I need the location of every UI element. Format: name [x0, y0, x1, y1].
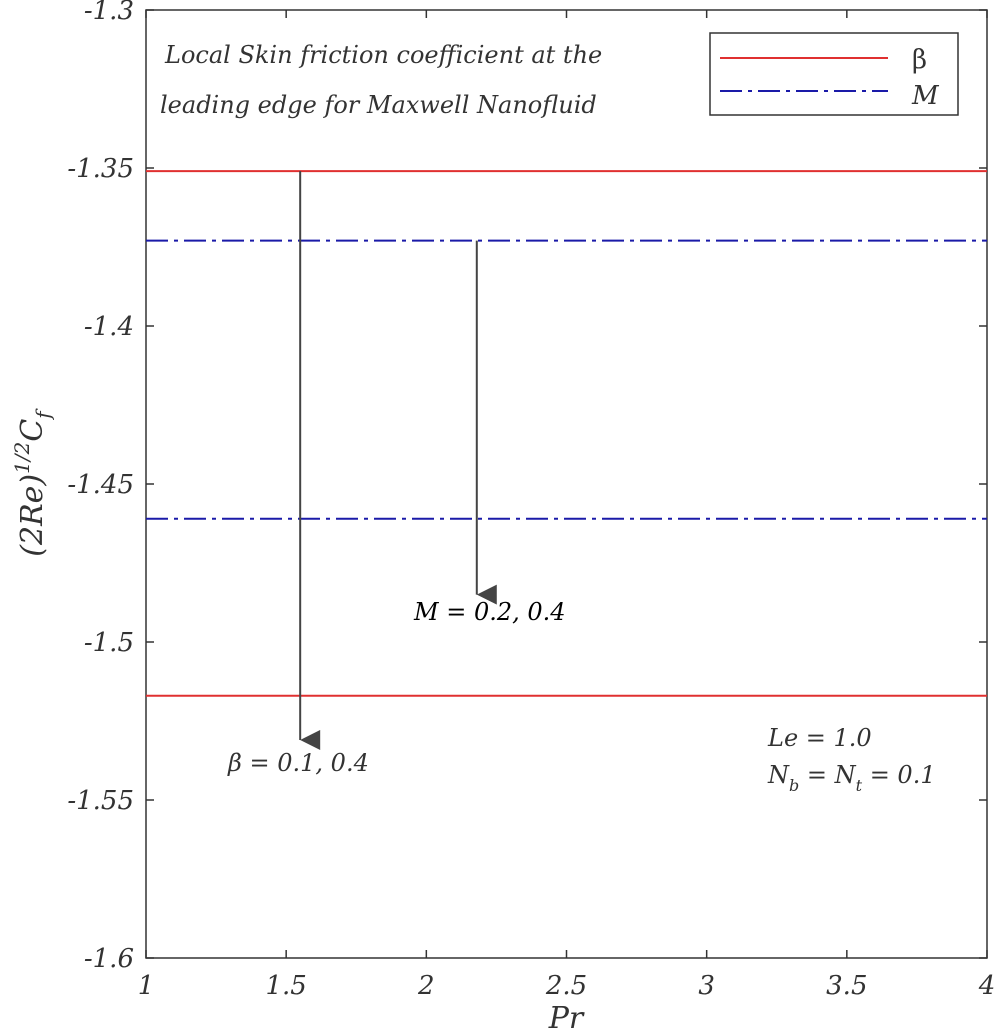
series-lines: [146, 170, 987, 697]
annotation-arrows: [299, 171, 497, 750]
legend: β M: [709, 32, 959, 116]
x-tick-label: 3.5: [826, 971, 867, 1001]
x-axis-title: Pr: [548, 1001, 585, 1033]
x-tick-label: 2.5: [545, 971, 587, 1001]
x-tick-label: 1: [138, 971, 155, 1001]
x-tick-label: 3: [698, 971, 715, 1001]
y-tick-label: -1.3: [84, 0, 134, 26]
x-tick-label: 2: [417, 971, 435, 1001]
le-label: Le = 1.0: [767, 724, 872, 752]
description-line-1: Local Skin friction coefficient at the: [164, 41, 602, 69]
m-values-label: M = 0.2, 0.4: [413, 598, 566, 626]
legend-label-m: M: [911, 81, 940, 111]
beta-values-label: β = 0.1, 0.4: [227, 749, 369, 777]
x-tick-label: 4: [978, 971, 996, 1001]
y-axis-ticks: -1.6 -1.55 -1.5 -1.45 -1.4 -1.35 -1.3: [67, 0, 987, 974]
legend-label-beta: β: [912, 45, 927, 75]
description-line-2: leading edge for Maxwell Nanofluid: [160, 91, 597, 119]
x-tick-label: 1.5: [265, 971, 306, 1001]
legend-box: [709, 32, 959, 116]
y-tick-label: -1.6: [84, 944, 134, 974]
y-tick-label: -1.35: [67, 154, 134, 184]
y-tick-label: -1.4: [84, 312, 134, 342]
plot-area-frame: [145, 9, 988, 959]
y-tick-label: -1.5: [84, 628, 134, 658]
y-tick-label: -1.55: [67, 786, 134, 816]
x-axis-ticks: 1 1.5 2 2.5 3 3.5 4: [138, 10, 996, 1001]
y-tick-label: -1.45: [67, 470, 134, 500]
nb-nt-label: Nb = Nt = 0.1: [767, 761, 936, 795]
y-axis-title: (2Re)1/2Cf: [10, 408, 55, 557]
